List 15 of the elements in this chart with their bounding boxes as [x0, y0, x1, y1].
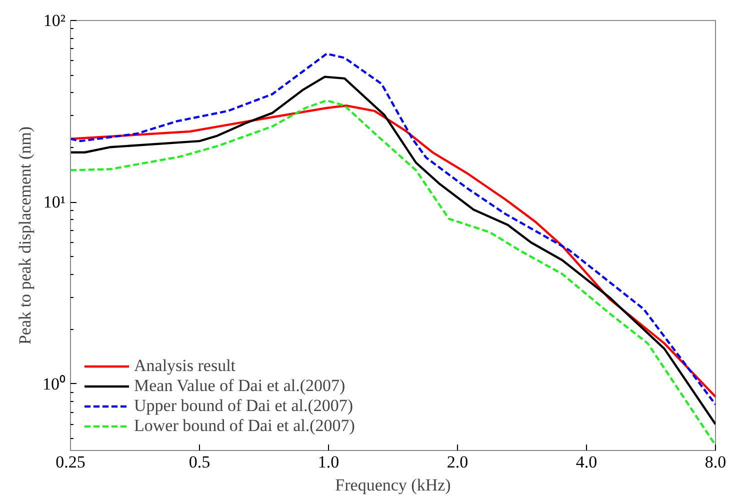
- x-axis-title: Frequency (kHz): [335, 476, 451, 494]
- x-tick-label: 0.5: [188, 452, 210, 472]
- y-tick-label: 10²: [43, 11, 66, 30]
- x-tick-label: 4.0: [576, 452, 598, 472]
- x-tick-label: 2.0: [446, 452, 468, 472]
- x-tick-label: 8.0: [704, 452, 726, 472]
- legend-label: Analysis result: [134, 356, 236, 376]
- legend-label: Mean Value of Dai et al.(2007): [134, 376, 346, 396]
- legend-label: Upper bound of Dai et al.(2007): [134, 396, 354, 416]
- x-tick-label: 1.0: [318, 452, 340, 472]
- x-tick-label: 0.25: [56, 452, 86, 472]
- y-axis-title: Peak to peak displacement (nm): [16, 126, 34, 345]
- legend-label: Lower bound of Dai et al.(2007): [134, 416, 355, 436]
- y-tick-label: 10¹: [43, 192, 66, 212]
- y-tick-label: 10⁰: [42, 374, 66, 394]
